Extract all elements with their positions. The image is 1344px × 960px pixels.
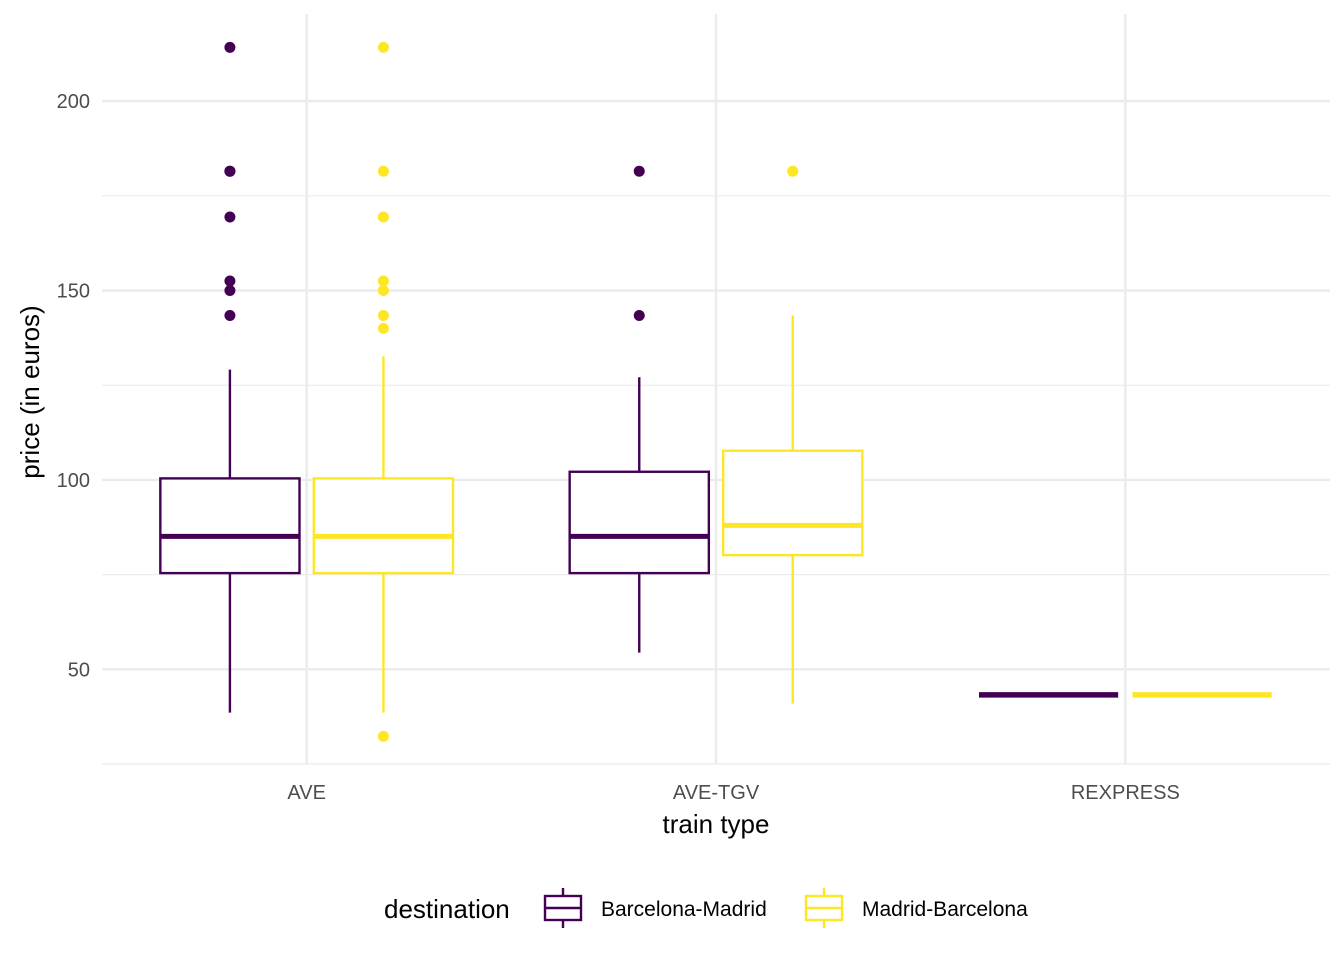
outlier-point — [377, 275, 389, 287]
x-tick-label: REXPRESS — [1071, 782, 1180, 804]
outlier-point — [377, 310, 389, 322]
outlier-point — [224, 275, 236, 287]
box-body — [312, 477, 455, 575]
box-body — [159, 477, 301, 575]
legend-label: Madrid-Barcelona — [862, 898, 1028, 921]
y-tick-label: 50 — [68, 659, 90, 681]
legend-title: destination — [384, 894, 510, 924]
box-Barcelona-Madrid-AVE-TGV — [568, 165, 711, 653]
y-axis-title: price (in euros) — [15, 305, 45, 478]
box-Madrid-Barcelona-AVE-TGV — [721, 165, 864, 704]
y-tick-label: 150 — [57, 281, 90, 303]
outlier-point — [633, 310, 645, 322]
outlier-point — [377, 285, 389, 297]
x-tick-label: AVE — [287, 782, 326, 804]
outlier-point — [377, 41, 389, 53]
outlier-point — [224, 165, 236, 177]
axes: 50 100 150 200 AVE AVE-TGV REXPRESS — [57, 91, 1180, 804]
outlier-point — [377, 730, 389, 742]
chart-marks — [159, 41, 1272, 742]
legend-label: Barcelona-Madrid — [601, 898, 767, 921]
legend: destination Barcelona-Madrid Madrid-Barce… — [384, 888, 1028, 928]
box-body — [721, 449, 864, 557]
outlier-point — [787, 165, 799, 177]
box-Madrid-Barcelona-AVE — [312, 41, 455, 742]
outlier-point — [377, 322, 389, 334]
outlier-point — [377, 211, 389, 223]
outlier-point — [224, 211, 236, 223]
x-tick-label: AVE-TGV — [673, 782, 760, 804]
box-body — [568, 470, 711, 575]
legend-item-Barcelona-Madrid: Barcelona-Madrid — [543, 888, 767, 928]
outlier-point — [224, 285, 236, 297]
legend-item-Madrid-Barcelona: Madrid-Barcelona — [804, 888, 1028, 928]
grid-lines — [102, 14, 1330, 765]
outlier-point — [633, 165, 645, 177]
outlier-point — [224, 310, 236, 322]
box-Barcelona-Madrid-AVE — [159, 41, 301, 713]
y-tick-label: 200 — [57, 91, 90, 113]
x-axis-title: train type — [663, 809, 770, 839]
outlier-point — [377, 165, 389, 177]
outlier-point — [224, 41, 236, 53]
y-tick-label: 100 — [57, 470, 90, 492]
